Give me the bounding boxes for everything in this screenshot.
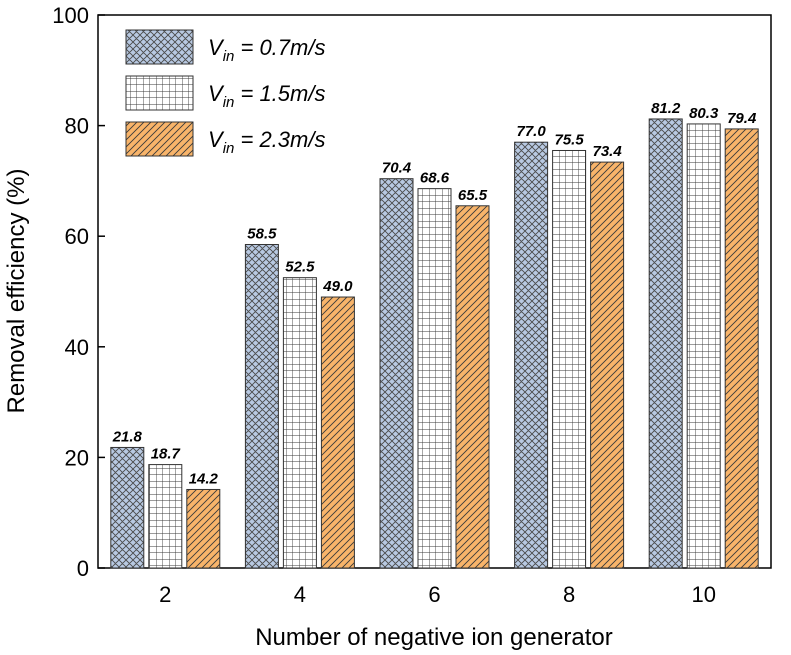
bar <box>455 205 490 569</box>
legend-main: V <box>208 81 225 106</box>
data-label: 68.6 <box>420 170 450 187</box>
legend-rest: = 1.5m/s <box>234 81 325 106</box>
data-label: 21.8 <box>112 428 143 445</box>
bar <box>186 488 221 569</box>
x-tick-label: 8 <box>563 582 575 607</box>
bar <box>514 141 549 569</box>
bars <box>110 118 759 569</box>
data-label: 73.4 <box>592 143 622 160</box>
x-tick-label: 2 <box>159 582 171 607</box>
data-label: 14.2 <box>189 470 219 487</box>
data-label: 58.5 <box>247 225 277 242</box>
data-label: 81.2 <box>651 100 681 117</box>
y-tick-label: 100 <box>52 3 89 28</box>
x-tick-label: 6 <box>428 582 440 607</box>
bar <box>110 446 145 569</box>
data-label: 65.5 <box>458 187 488 204</box>
data-label: 70.4 <box>382 160 412 177</box>
bar <box>648 118 683 569</box>
legend-swatch <box>125 29 194 65</box>
bar <box>417 188 452 569</box>
y-axis-title: Removal efficiency (%) <box>3 169 30 414</box>
legend-rest: = 2.3m/s <box>234 127 325 152</box>
y-tick-label: 20 <box>65 445 89 470</box>
data-label: 80.3 <box>689 105 719 122</box>
legend-subscript: in <box>223 94 235 111</box>
data-label: 77.0 <box>516 123 546 140</box>
x-axis-title: Number of negative ion generator <box>255 624 613 651</box>
legend-subscript: in <box>223 48 235 65</box>
x-axis: 2 4 6 8 10 <box>159 561 716 607</box>
legend-swatch <box>125 121 194 157</box>
bar <box>282 277 317 569</box>
bar <box>320 296 355 569</box>
data-label: 75.5 <box>554 131 584 148</box>
bar <box>724 128 759 569</box>
legend-label: Vin = 1.5m/s <box>208 81 325 111</box>
legend-subscript: in <box>223 140 235 157</box>
data-label: 79.4 <box>727 110 757 127</box>
bar <box>686 123 721 569</box>
bar <box>148 464 183 569</box>
y-tick-label: 0 <box>77 556 89 581</box>
y-tick-label: 60 <box>65 224 89 249</box>
legend-label: Vin = 2.3m/s <box>208 127 325 157</box>
legend-main: V <box>208 127 225 152</box>
data-label: 52.5 <box>285 259 315 276</box>
y-tick-label: 40 <box>65 335 89 360</box>
bar <box>590 161 625 569</box>
bar <box>552 149 587 569</box>
y-tick-label: 80 <box>65 114 89 139</box>
x-tick-label: 10 <box>691 582 715 607</box>
legend-swatch <box>125 75 194 111</box>
legend-main: V <box>208 35 225 60</box>
legend-label: Vin = 0.7m/s <box>208 35 325 65</box>
data-label: 18.7 <box>151 446 181 463</box>
data-labels: 21.8 18.7 14.2 58.5 52.5 49.0 70.4 68.6 65.5 77.0… <box>112 100 757 488</box>
data-label: 49.0 <box>322 278 353 295</box>
bar <box>244 243 279 569</box>
legend-rest: = 0.7m/s <box>234 35 325 60</box>
y-axis: 0 20 40 60 80 100 <box>52 3 105 581</box>
bar <box>379 178 414 569</box>
x-tick-label: 4 <box>294 582 306 607</box>
